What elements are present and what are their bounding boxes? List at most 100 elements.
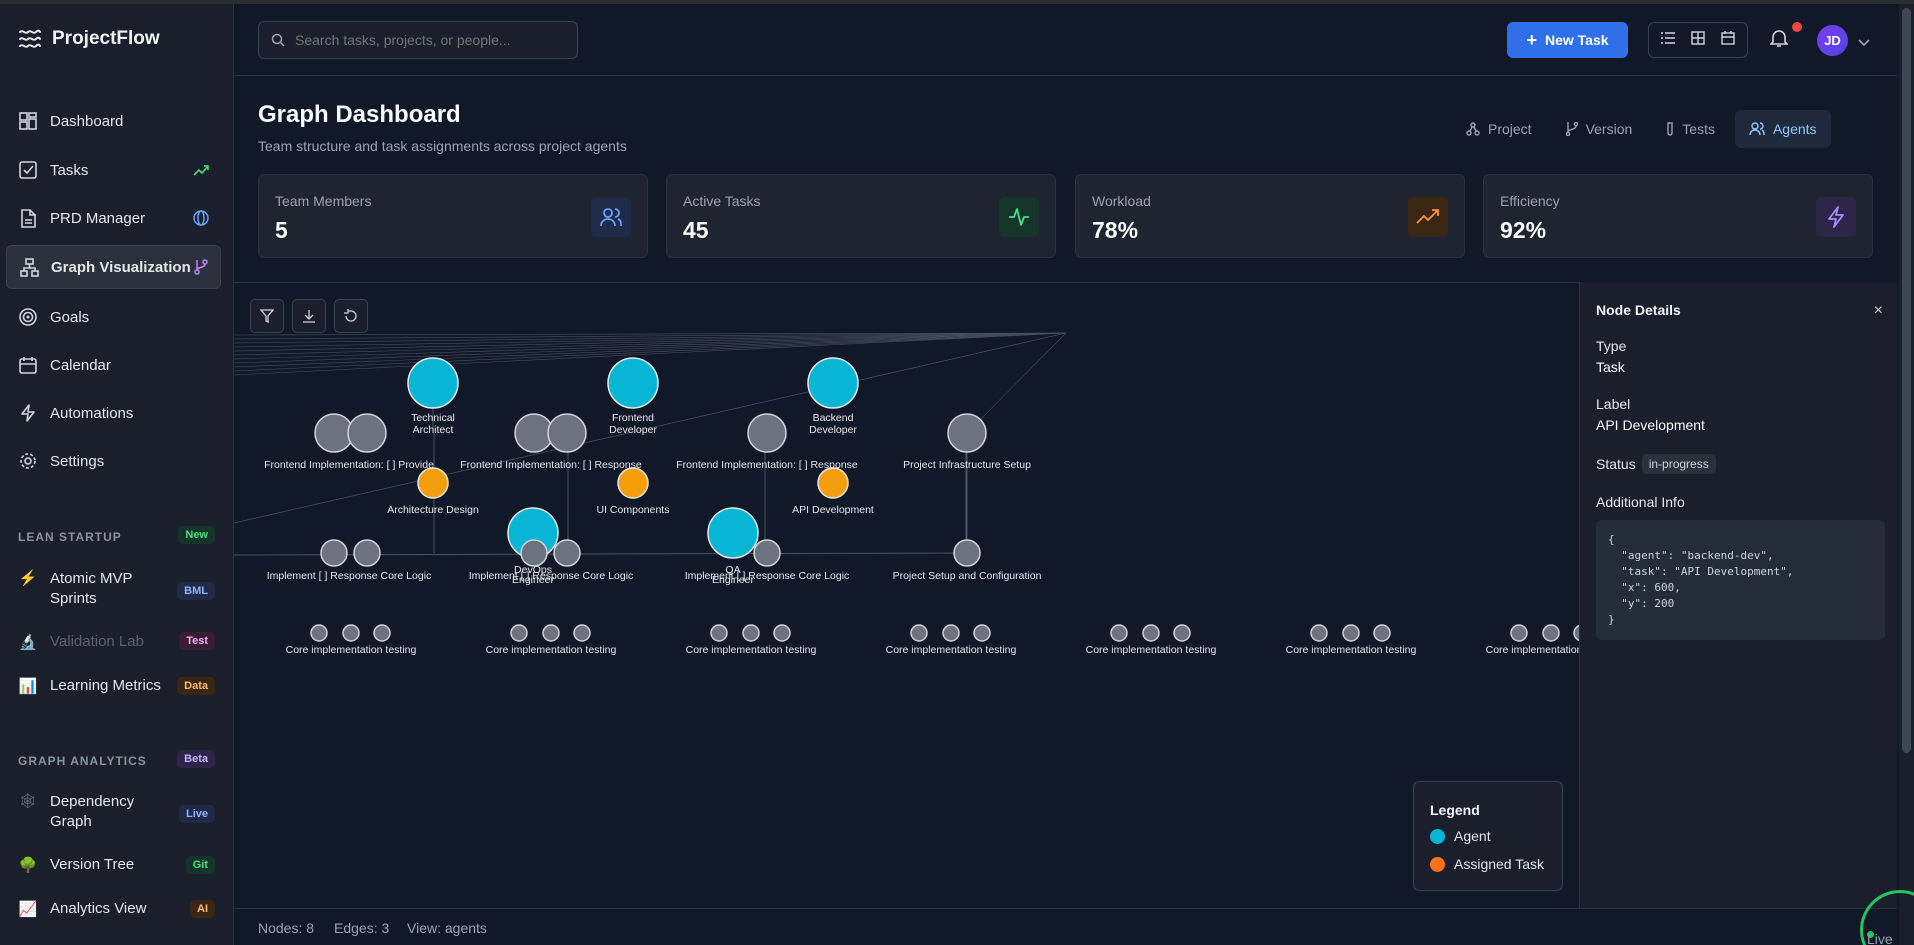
task-node-ui-components[interactable] xyxy=(617,467,649,499)
atomic-badge: BML xyxy=(177,582,215,600)
document-icon xyxy=(18,208,38,228)
task-node-api-development[interactable] xyxy=(817,467,849,499)
legend-assigned: Assigned Task xyxy=(1430,856,1544,872)
nav-dependency-graph[interactable]: 🕸 Dependency Graph xyxy=(18,792,208,832)
users-icon xyxy=(591,197,631,237)
download-button[interactable] xyxy=(292,299,326,333)
row3-label: Core implementation testing xyxy=(486,644,617,656)
row1-label: Frontend Implementation: [ ] Response xyxy=(676,459,858,471)
search-input[interactable] xyxy=(295,32,565,48)
filter-button[interactable] xyxy=(250,299,284,333)
nav-prd-manager[interactable]: PRD Manager xyxy=(6,196,221,240)
close-icon[interactable]: × xyxy=(1873,302,1883,319)
dependency-badge: Live xyxy=(178,805,215,823)
page-title: Graph Dashboard xyxy=(258,101,461,128)
row1-label: Frontend Implementation: [ ] Response xyxy=(460,459,642,471)
graph-toolbar xyxy=(250,299,368,333)
task-node[interactable] xyxy=(947,413,987,453)
agent-node-backend-developer[interactable] xyxy=(807,357,859,409)
task-node[interactable] xyxy=(347,413,387,453)
task-node-architecture-design[interactable] xyxy=(417,467,449,499)
tab-version[interactable]: Version xyxy=(1552,110,1647,148)
graph-canvas[interactable]: Technical Architect Frontend Developer B… xyxy=(234,282,1580,908)
assigned-task-nodes xyxy=(417,467,849,499)
nav-graph-visualization[interactable]: Graph Visualization xyxy=(6,245,221,289)
row1-label: Project Infrastructure Setup xyxy=(903,459,1031,471)
nav-version-tree[interactable]: 🌳 Version Tree xyxy=(18,856,208,874)
task-node[interactable] xyxy=(353,539,381,567)
nav-validation-lab[interactable]: 🔬 Validation Lab xyxy=(18,633,208,651)
tab-label: Agents xyxy=(1772,121,1817,137)
nav-label: Version Tree xyxy=(50,856,135,873)
new-task-label: New Task xyxy=(1544,32,1609,48)
new-task-button[interactable]: + New Task xyxy=(1507,22,1628,58)
task-node[interactable] xyxy=(953,539,981,567)
download-icon xyxy=(303,310,315,323)
task-node[interactable] xyxy=(520,539,548,567)
nav-dashboard[interactable]: Dashboard xyxy=(6,99,221,143)
view-tabs: Project Version Tests Agents xyxy=(1452,110,1831,148)
nav-calendar[interactable]: Calendar xyxy=(6,343,221,387)
nav-label: Settings xyxy=(50,452,105,470)
nav-label: Goals xyxy=(50,308,90,326)
row2-label: Implement [ ] Response Core Logic xyxy=(267,570,432,582)
task-node[interactable] xyxy=(320,539,348,567)
node-labels: Technical Architect Frontend Developer B… xyxy=(264,412,1580,656)
metrics-badge: Data xyxy=(177,677,215,695)
stat-value: 45 xyxy=(683,217,709,243)
agent-node-technical-architect[interactable] xyxy=(407,357,459,409)
agent-node-qa-engineer[interactable] xyxy=(707,507,759,559)
nav-atomic-mvp-sprints[interactable]: ⚡ Atomic MVP Sprints xyxy=(18,569,208,609)
nav-learning-metrics[interactable]: 📊 Learning Metrics xyxy=(18,677,208,695)
agent-nodes xyxy=(407,357,859,559)
stat-label: Active Tasks xyxy=(683,193,761,209)
reset-button[interactable] xyxy=(334,299,368,333)
avatar[interactable]: JD xyxy=(1817,25,1848,56)
nav-automations[interactable]: Automations xyxy=(6,391,221,435)
stat-value: 5 xyxy=(275,217,288,243)
calendar-view-icon[interactable] xyxy=(1721,30,1735,50)
users-icon xyxy=(1749,122,1765,136)
nav-label: Calendar xyxy=(50,356,111,374)
row3-label: Core implementation testing xyxy=(1286,644,1417,656)
task-node[interactable] xyxy=(553,539,581,567)
label-ui-components: UI Components xyxy=(597,504,670,516)
tab-project[interactable]: Project xyxy=(1452,110,1546,148)
app-logo[interactable]: ProjectFlow xyxy=(18,28,160,50)
task-node[interactable] xyxy=(547,413,587,453)
tab-agents[interactable]: Agents xyxy=(1734,110,1831,148)
task-node[interactable] xyxy=(753,539,781,567)
row2-label: Project Setup and Configuration xyxy=(893,570,1042,582)
row3-label: Core implementation testing xyxy=(286,644,417,656)
tab-tests[interactable]: Tests xyxy=(1652,110,1729,148)
row2-label: Implement [ ] Response Core Logic xyxy=(685,570,850,582)
stat-label: Efficiency xyxy=(1500,193,1560,209)
nav-goals[interactable]: Goals xyxy=(6,295,221,339)
nav-analytics-view[interactable]: 📈 Analytics View xyxy=(18,900,208,918)
nav-settings[interactable]: Settings xyxy=(6,439,221,483)
graph-svg[interactable]: Technical Architect Frontend Developer B… xyxy=(234,283,1580,908)
agent-node-frontend-developer[interactable] xyxy=(607,357,659,409)
tree-icon: 🌳 xyxy=(18,857,38,874)
edge-count: Edges: 3 xyxy=(334,920,390,936)
type-value: Task xyxy=(1596,359,1625,375)
bell-icon[interactable] xyxy=(1769,28,1789,53)
status-badge: in-progress xyxy=(1641,454,1716,474)
legend-agent: Agent xyxy=(1430,828,1491,844)
nav-tasks[interactable]: Tasks xyxy=(6,148,221,192)
list-view-icon[interactable] xyxy=(1661,31,1675,49)
search-box[interactable] xyxy=(258,21,578,59)
nav-label: Graph Visualization xyxy=(51,258,191,276)
chevron-down-icon[interactable] xyxy=(1858,34,1870,52)
branch-icon xyxy=(194,259,208,275)
type-label: Type xyxy=(1596,338,1627,354)
assigned-swatch xyxy=(1430,856,1445,872)
task-node[interactable] xyxy=(747,413,787,453)
filter-icon xyxy=(260,309,274,323)
nav-label: Dependency Graph xyxy=(50,793,135,830)
stat-value: 78% xyxy=(1092,217,1139,243)
grid-view-icon[interactable] xyxy=(1691,30,1705,50)
row3-task-nodes xyxy=(310,624,1580,642)
scrollbar-thumb[interactable] xyxy=(1902,8,1911,753)
